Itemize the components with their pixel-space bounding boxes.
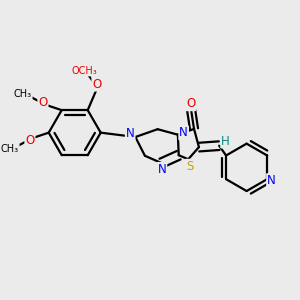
- Text: O: O: [186, 97, 195, 110]
- Text: O: O: [38, 96, 48, 109]
- Text: O: O: [92, 78, 102, 91]
- Text: N: N: [158, 163, 166, 176]
- Text: OCH₃: OCH₃: [71, 66, 97, 76]
- Text: N: N: [267, 174, 276, 187]
- Text: CH₃: CH₃: [1, 144, 19, 154]
- Text: O: O: [25, 134, 34, 147]
- Text: H: H: [221, 134, 230, 148]
- Text: S: S: [186, 160, 194, 173]
- Text: N: N: [126, 127, 135, 140]
- Text: N: N: [179, 127, 188, 140]
- Text: CH₃: CH₃: [14, 89, 32, 99]
